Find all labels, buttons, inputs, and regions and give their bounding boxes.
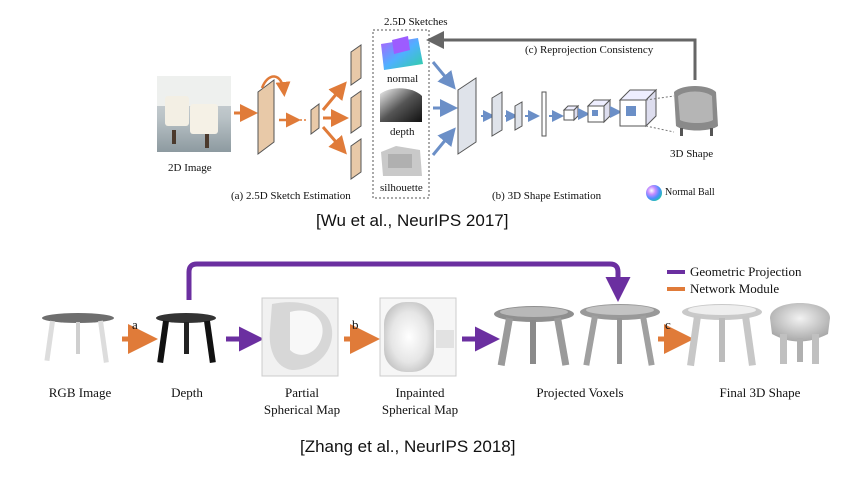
stage-rgb-line1: RGB Image	[48, 385, 112, 400]
final-shape-1	[682, 304, 762, 367]
normal-ball-icon	[646, 185, 662, 201]
projection-arc	[186, 261, 631, 302]
legend-projection-swatch	[667, 270, 685, 274]
depth-label: depth	[390, 126, 415, 138]
depth-table	[156, 313, 216, 364]
stage-depth: Depth	[162, 384, 212, 401]
stage-inpainted-line1: Inpainted	[395, 385, 445, 400]
normal-sketch	[381, 36, 423, 70]
arrow-to-silhouette-branch	[321, 126, 347, 155]
stage-rgb-image: RGB Image	[38, 384, 122, 401]
input-photo	[157, 76, 231, 152]
stage-depth-line1: Depth	[171, 385, 203, 400]
silhouette-sketch	[381, 146, 422, 176]
voxel-cube-3	[618, 88, 675, 133]
stage-partial-line1: Partial	[285, 385, 319, 400]
skip-arrow	[260, 75, 291, 97]
sketches-title: 2.5D Sketches	[384, 16, 448, 28]
reprojection-label: (c) Reprojection Consistency	[525, 44, 654, 56]
inpainted-spherical-map	[379, 297, 457, 377]
step-c-label: c	[665, 317, 671, 332]
legend-network-swatch	[667, 287, 685, 291]
legend-projection-label: Geometric Projection	[690, 264, 802, 279]
arrow-silhouette-to-3d	[431, 127, 456, 156]
shape-encoder-layer-1	[457, 77, 477, 155]
shape-encoder-layer-3	[514, 101, 523, 131]
latent-vector	[541, 91, 547, 137]
step-b-label: b	[352, 317, 359, 332]
final-shape-2	[770, 303, 830, 364]
legend-network-label: Network Module	[690, 281, 780, 296]
stage-partial-map: Partial Spherical Map	[262, 384, 342, 418]
output-shape-label: 3D Shape	[670, 148, 714, 160]
projected-voxels-1	[494, 306, 574, 366]
sketches-box	[372, 29, 430, 199]
output-chair-shape	[674, 86, 718, 136]
arrow-to-normal-branch	[321, 81, 347, 111]
bottom-citation: [Zhang et al., NeurIPS 2018]	[300, 437, 516, 456]
depth-sketch	[380, 88, 422, 122]
decoder-silhouette-layer	[350, 138, 362, 180]
arrow-normal-to-3d	[431, 61, 456, 90]
bottleneck-layer	[310, 103, 320, 135]
stage-final-line1: Final 3D Shape	[719, 385, 801, 400]
input-image-label: 2D Image	[168, 162, 212, 174]
stage-partial-line2: Spherical Map	[263, 402, 341, 417]
projected-voxels-2	[580, 304, 660, 366]
normal-label: normal	[387, 73, 419, 85]
step-a-label: a	[132, 317, 138, 332]
decoder-normal-layer	[350, 44, 362, 86]
reprojection-arrow	[426, 31, 697, 80]
stage-inpainted-map: Inpainted Spherical Map	[378, 384, 462, 418]
partial-spherical-map	[261, 297, 339, 377]
voxel-cube-2	[586, 98, 612, 124]
silhouette-label: silhouette	[380, 182, 423, 194]
top-citation: [Wu et al., NeurIPS 2017]	[316, 211, 509, 230]
stage-voxels-line1: Projected Voxels	[536, 385, 624, 400]
stage-projected-voxels: Projected Voxels	[518, 384, 642, 401]
stage-inpainted-line2: Spherical Map	[381, 402, 459, 417]
stage-final-shape: Final 3D Shape	[708, 384, 812, 401]
normal-ball-label: Normal Ball	[665, 187, 715, 198]
voxel-cube-1	[562, 104, 580, 122]
stage-b-label: (b) 3D Shape Estimation	[492, 190, 602, 202]
stage-a-label: (a) 2.5D Sketch Estimation	[231, 190, 351, 202]
encoder-layer	[257, 79, 275, 155]
rgb-table	[42, 313, 114, 363]
shape-encoder-layer-2	[491, 91, 503, 137]
decoder-depth-layer	[350, 90, 362, 134]
